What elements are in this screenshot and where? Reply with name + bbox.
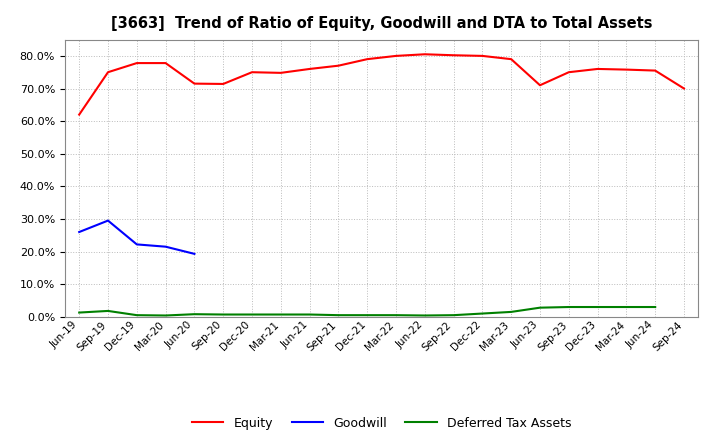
Equity (161, 60, 170, 66)
Equity (75, 112, 84, 117)
Deferred Tax Assets (449, 312, 458, 318)
Deferred Tax Assets (507, 309, 516, 315)
Equity (132, 60, 141, 66)
Equity (276, 70, 285, 76)
Deferred Tax Assets (420, 313, 429, 318)
Equity (449, 53, 458, 58)
Goodwill (161, 244, 170, 249)
Equity (334, 63, 343, 68)
Deferred Tax Assets (536, 305, 544, 310)
Equity (363, 56, 372, 62)
Deferred Tax Assets (564, 304, 573, 310)
Deferred Tax Assets (334, 312, 343, 318)
Deferred Tax Assets (363, 312, 372, 318)
Equity (219, 81, 228, 87)
Deferred Tax Assets (219, 312, 228, 317)
Equity (478, 53, 487, 59)
Equity (651, 68, 660, 73)
Equity (564, 70, 573, 75)
Deferred Tax Assets (190, 312, 199, 317)
Goodwill (190, 251, 199, 257)
Equity (305, 66, 314, 72)
Equity (507, 56, 516, 62)
Equity (593, 66, 602, 72)
Deferred Tax Assets (276, 312, 285, 317)
Deferred Tax Assets (75, 310, 84, 315)
Goodwill (104, 218, 112, 223)
Deferred Tax Assets (305, 312, 314, 317)
Equity (420, 51, 429, 57)
Goodwill (75, 229, 84, 235)
Deferred Tax Assets (622, 304, 631, 310)
Equity (536, 83, 544, 88)
Deferred Tax Assets (104, 308, 112, 314)
Deferred Tax Assets (651, 304, 660, 310)
Goodwill (132, 242, 141, 247)
Deferred Tax Assets (132, 312, 141, 318)
Line: Equity: Equity (79, 54, 684, 114)
Deferred Tax Assets (248, 312, 256, 317)
Equity (104, 70, 112, 75)
Equity (190, 81, 199, 86)
Deferred Tax Assets (161, 313, 170, 318)
Legend: Equity, Goodwill, Deferred Tax Assets: Equity, Goodwill, Deferred Tax Assets (187, 412, 576, 435)
Line: Deferred Tax Assets: Deferred Tax Assets (79, 307, 655, 315)
Equity (248, 70, 256, 75)
Deferred Tax Assets (593, 304, 602, 310)
Equity (680, 86, 688, 91)
Deferred Tax Assets (392, 312, 400, 318)
Line: Goodwill: Goodwill (79, 220, 194, 254)
Title: [3663]  Trend of Ratio of Equity, Goodwill and DTA to Total Assets: [3663] Trend of Ratio of Equity, Goodwil… (111, 16, 652, 32)
Deferred Tax Assets (478, 311, 487, 316)
Equity (622, 67, 631, 72)
Equity (392, 53, 400, 59)
